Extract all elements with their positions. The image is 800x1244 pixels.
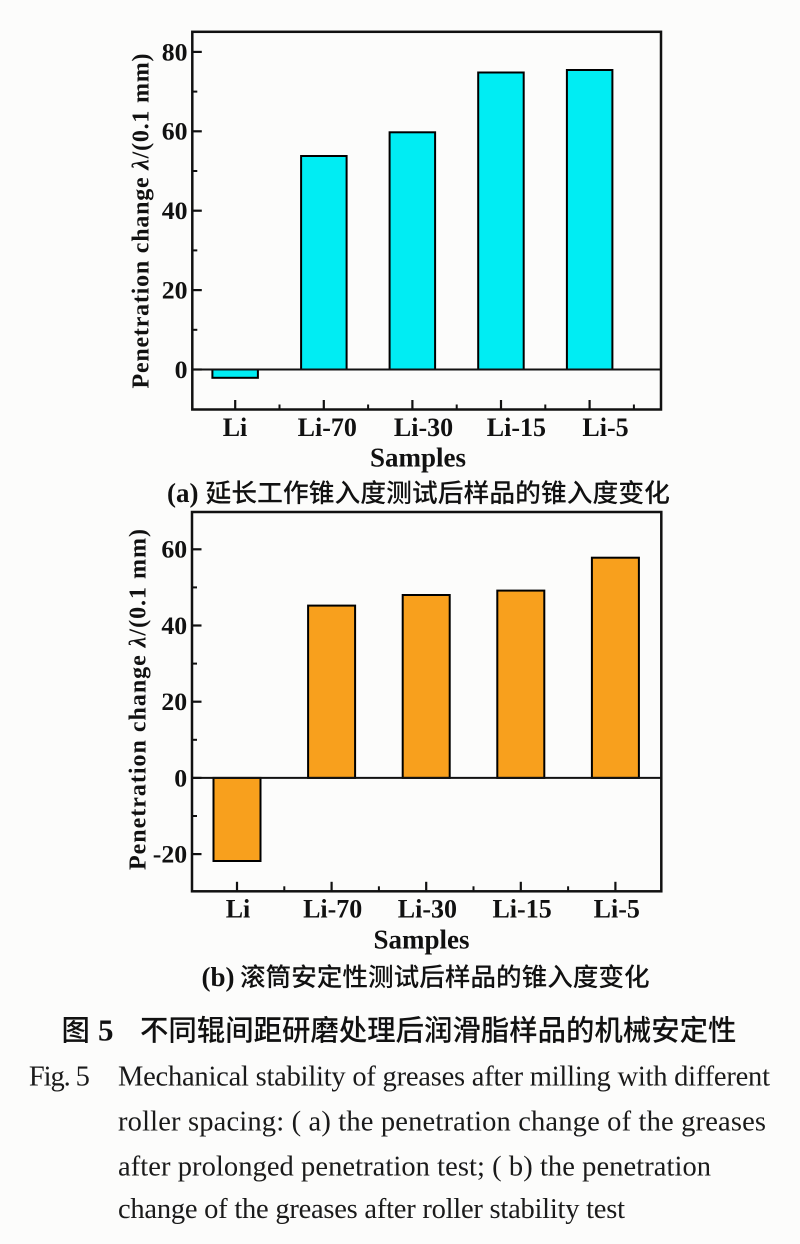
svg-text:Li-70: Li-70 xyxy=(298,413,357,442)
svg-text:Mechanical stability of grease: Mechanical stability of greases after mi… xyxy=(118,1062,770,1093)
svg-text:Samples: Samples xyxy=(373,925,469,955)
svg-text:Li: Li xyxy=(226,895,251,924)
svg-text:40: 40 xyxy=(161,611,187,640)
svg-text:Fig. 5: Fig. 5 xyxy=(29,1062,90,1093)
svg-text:80: 80 xyxy=(162,37,188,66)
svg-text:change of the greases after ro: change of the greases after roller stabi… xyxy=(118,1194,625,1225)
svg-text:Li: Li xyxy=(223,413,248,442)
svg-text:Penetration change λ/(0.1 mm): Penetration change λ/(0.1 mm) xyxy=(129,54,155,389)
svg-text:20: 20 xyxy=(162,276,188,305)
svg-text:Li-15: Li-15 xyxy=(487,413,546,442)
svg-text:Penetration change λ/(0.1 mm): Penetration change λ/(0.1 mm) xyxy=(126,529,152,870)
svg-text:Li-15: Li-15 xyxy=(492,895,551,924)
svg-text:Li-30: Li-30 xyxy=(398,895,457,924)
svg-text:Li-30: Li-30 xyxy=(394,413,453,442)
svg-text:Samples: Samples xyxy=(370,443,466,473)
svg-text:60: 60 xyxy=(161,535,187,564)
svg-text:after prolonged penetration te: after prolonged penetration test; ( b) t… xyxy=(118,1152,711,1183)
svg-text:60: 60 xyxy=(162,117,188,146)
svg-text:5: 5 xyxy=(98,1013,114,1048)
svg-text:-20: -20 xyxy=(153,840,187,869)
svg-text:0: 0 xyxy=(175,355,188,384)
svg-text:Li-70: Li-70 xyxy=(303,895,362,924)
svg-text:roller spacing: ( a) the pen: roller spacing: ( a) the penetration cha… xyxy=(118,1107,766,1138)
svg-text:(b): (b) xyxy=(202,962,235,992)
svg-text:Li-5: Li-5 xyxy=(582,413,628,442)
svg-text:(a): (a) xyxy=(167,478,198,508)
svg-text:0: 0 xyxy=(174,763,187,792)
svg-text:20: 20 xyxy=(161,687,187,716)
svg-text:40: 40 xyxy=(162,196,188,225)
svg-text:Li-5: Li-5 xyxy=(594,895,640,924)
